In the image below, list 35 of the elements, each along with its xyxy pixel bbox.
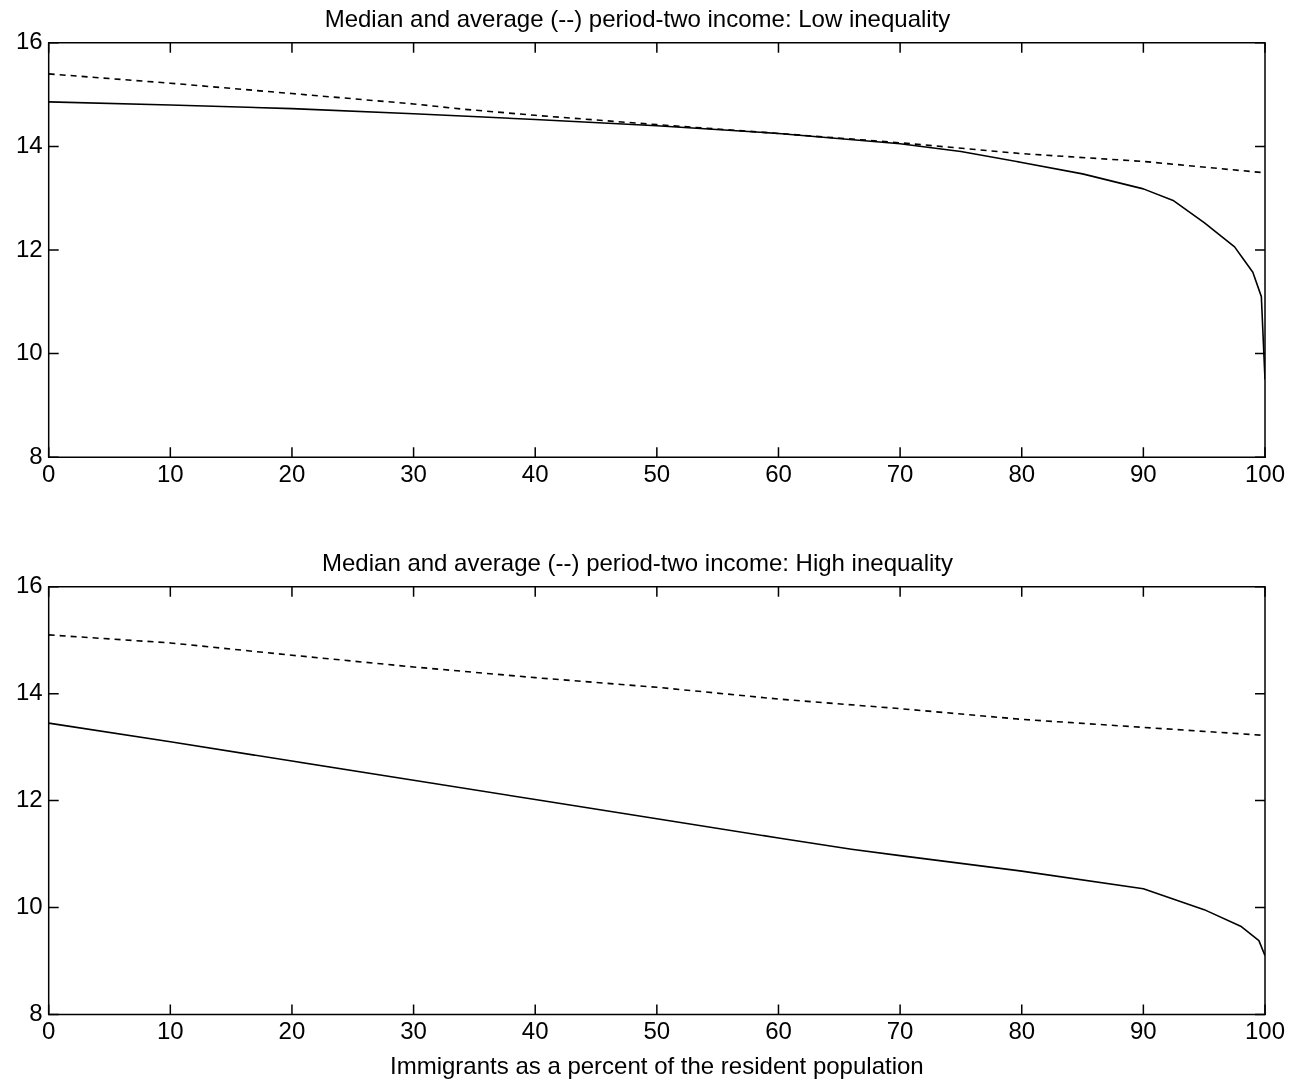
y-tick-label: 16 (15, 571, 43, 599)
y-tick-label: 8 (29, 999, 43, 1027)
x-tick-label: 0 (42, 460, 56, 488)
x-tick-label: 70 (886, 460, 914, 488)
x-tick-label: 40 (521, 1017, 549, 1045)
x-tick-label: 40 (521, 460, 549, 488)
x-tick-label: 80 (1008, 460, 1036, 488)
x-tick-label: 50 (643, 1017, 671, 1045)
x-axis-title: Immigrants as a percent of the resident population (390, 1052, 924, 1080)
chart-title: Median and average (--) period-two income: High inequality (322, 549, 953, 577)
y-tick-label: 14 (15, 678, 43, 706)
x-tick-label: 80 (1008, 1017, 1036, 1045)
x-tick-label: 90 (1130, 1017, 1157, 1045)
x-tick-label: 30 (400, 1017, 427, 1045)
x-tick-label: 100 (1244, 1017, 1286, 1045)
y-tick-label: 12 (15, 785, 43, 813)
x-tick-label: 30 (400, 460, 427, 488)
x-tick-label: 60 (765, 1017, 792, 1045)
x-tick-label: 60 (765, 460, 792, 488)
x-tick-label: 100 (1244, 460, 1286, 488)
y-tick-label: 10 (15, 892, 43, 920)
x-tick-label: 10 (156, 460, 184, 488)
x-tick-label: 70 (886, 1017, 914, 1045)
y-tick-label: 8 (29, 441, 43, 469)
x-tick-label: 90 (1130, 460, 1157, 488)
x-tick-label: 0 (42, 1017, 56, 1045)
y-tick-label: 10 (15, 338, 43, 366)
x-tick-label: 10 (156, 1017, 184, 1045)
x-tick-label: 20 (278, 460, 306, 488)
x-tick-label: 20 (278, 1017, 306, 1045)
chart-title: Median and average (--) period-two income: Low inequality (324, 5, 951, 33)
y-tick-label: 12 (15, 234, 43, 262)
y-tick-label: 14 (15, 131, 43, 159)
y-tick-label: 16 (15, 27, 43, 55)
x-tick-label: 50 (643, 460, 671, 488)
